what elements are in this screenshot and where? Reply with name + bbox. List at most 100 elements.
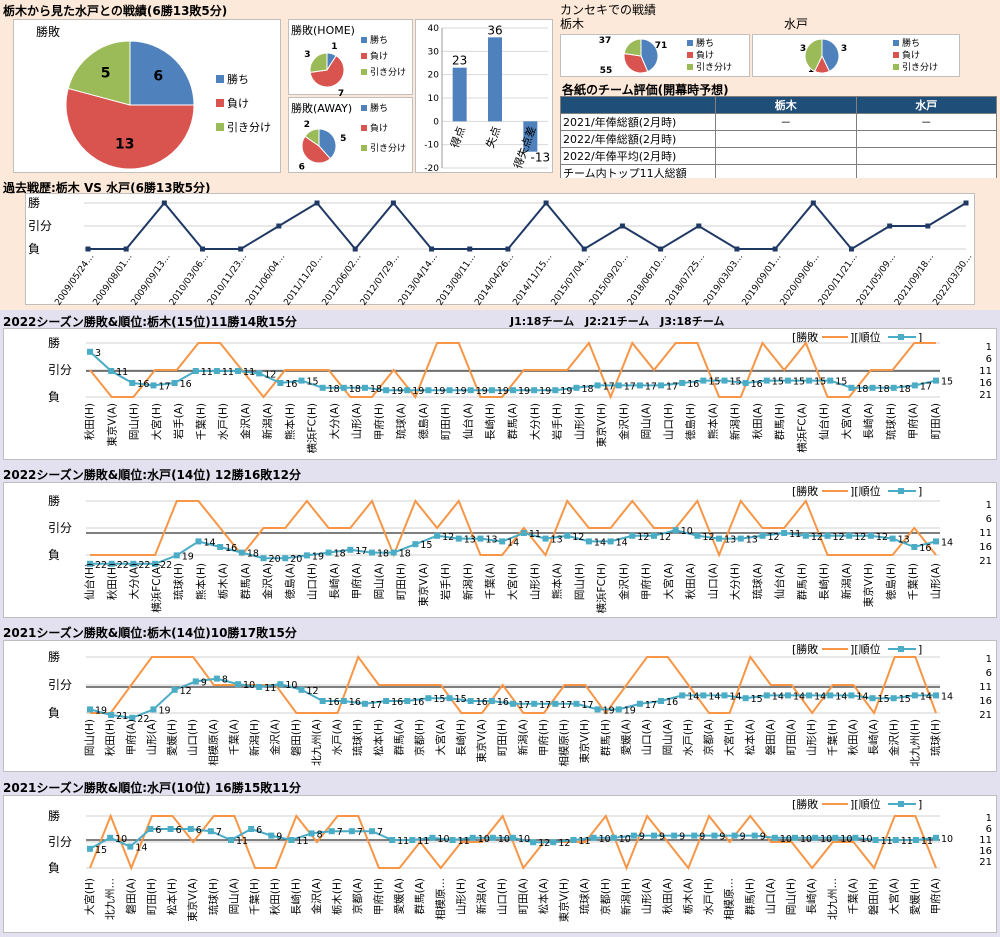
rank-point	[792, 834, 798, 841]
rank-point	[499, 538, 506, 545]
rank-point	[852, 834, 859, 841]
legend-swatch	[216, 99, 224, 107]
x-match-label: 大宮(H)	[150, 403, 163, 440]
rank-value-label: 19	[391, 386, 403, 397]
rank-point	[488, 698, 495, 704]
x-match-label: 磐田(H)	[867, 878, 880, 915]
rank-point	[489, 834, 496, 841]
rank-point	[658, 382, 665, 389]
rank-point	[87, 845, 93, 852]
rank-tick-label: 16	[979, 696, 992, 707]
rank-point	[751, 832, 758, 839]
rank-value-label: 11	[243, 367, 255, 378]
rank-point	[129, 380, 136, 386]
x-match-label: 愛媛(A)	[393, 878, 406, 914]
y-tick-label: -10	[424, 141, 439, 151]
rank-point	[550, 839, 557, 846]
pie-slice	[318, 128, 337, 160]
rank-value-label: 9	[719, 832, 725, 843]
rank-point	[303, 552, 310, 559]
x-match-label: 東京V(H)	[862, 563, 875, 607]
rank-point	[217, 544, 224, 550]
history-line	[88, 201, 967, 251]
rank-point	[488, 387, 495, 394]
x-match-label: 京都(A)	[351, 878, 364, 914]
y-tick-label: 20	[428, 71, 440, 81]
x-match-label: 大分(A)	[128, 563, 141, 599]
rank-point	[404, 387, 411, 394]
x-match-label: 相模原…	[723, 878, 736, 920]
x-match-label: 山形(A)	[146, 719, 158, 755]
rank-point	[911, 692, 918, 699]
x-match-label: 金沢(A)	[261, 563, 274, 599]
rank-value-label: 18	[370, 384, 382, 395]
x-match-label: 山形(A)	[351, 403, 363, 439]
rank-point	[429, 834, 436, 841]
rank-tick-label: 11	[979, 366, 992, 377]
rank-point	[889, 535, 896, 542]
rank-tick-label: 6	[986, 354, 992, 365]
rank-point	[130, 560, 137, 567]
x-match-label: 松本(H)	[372, 719, 385, 756]
x-category-label: 得点	[448, 125, 468, 150]
rank-value-label: 12	[264, 369, 276, 380]
rank-value-label: 16	[476, 697, 488, 708]
rank-point	[235, 681, 242, 688]
x-match-label: 大宮(A)	[434, 719, 447, 755]
rank-value-label: 18	[899, 384, 911, 395]
rank-point	[763, 692, 770, 699]
rank-point	[615, 382, 622, 389]
x-match-label: 相模原…	[434, 878, 447, 920]
rank-value-label: 18	[878, 384, 890, 395]
x-match-label: 新潟(A)	[261, 403, 274, 439]
rank-point	[700, 377, 707, 384]
rank-value-label: 10	[800, 834, 812, 845]
eval-row-label: 2022/年俸平均(2月時)	[560, 147, 716, 165]
x-date-label: 2019/03/03…	[702, 252, 745, 308]
legend-rank-marker	[898, 488, 904, 494]
x-match-label: 群馬(H)	[743, 878, 756, 915]
pie-slice	[129, 40, 195, 106]
x-match-label: 千葉(H)	[826, 719, 839, 756]
rank-value-label: 11	[236, 836, 248, 847]
rank-point	[933, 834, 939, 841]
rank-value-label: 10	[780, 834, 792, 845]
rank-value-label: 19	[497, 386, 509, 397]
x-match-label: 東京V(A)	[417, 563, 430, 607]
legend-label: 引き分け	[902, 62, 938, 73]
rank-value-label: 14	[687, 691, 699, 702]
rank-point	[731, 832, 738, 839]
rank-value-label: 19	[455, 386, 467, 397]
legend-label: 勝ち	[370, 102, 388, 114]
rank-point	[531, 700, 538, 707]
pie-value-label: 37	[599, 36, 612, 46]
rank-point	[716, 535, 723, 542]
rank-value-label: 14	[708, 691, 720, 702]
rank-value-label: 11	[116, 367, 128, 378]
x-match-label: 大分(H)	[528, 403, 541, 440]
x-match-label: 栃木(A)	[681, 878, 694, 914]
x-match-label: 徳島(A)	[283, 563, 296, 599]
rank-value-label: 10	[840, 834, 852, 845]
rank-tick-label: 21	[979, 556, 992, 567]
x-match-label: 長崎(H)	[289, 878, 302, 915]
rank-value-label: 12	[442, 532, 454, 543]
rank-value-label: 7	[377, 827, 383, 838]
history-point	[238, 246, 244, 252]
legend-label: 負け	[227, 97, 249, 110]
eval-cell-mito	[855, 147, 997, 165]
x-match-label: 岡山(A)	[641, 403, 653, 439]
rank-point	[347, 546, 354, 553]
rank-value-label: 19	[539, 386, 551, 397]
history-line-chart: 負引分勝2009/05/24…2009/08/01…2009/09/13…201…	[28, 195, 974, 308]
rank-point	[152, 560, 159, 567]
rank-point	[848, 692, 855, 699]
rank-value-label: 20	[269, 554, 281, 565]
eval-table: 栃木 水戸 2021/年俸総額(2月時) －－ 2022/年俸総額(2月時) 20…	[560, 96, 997, 182]
rank-value-label: 14	[507, 537, 519, 548]
legend-rank-label: ][順位	[850, 797, 881, 811]
rank-value-label: 17	[539, 700, 551, 711]
legend-rank-label: ][順位	[850, 642, 881, 656]
